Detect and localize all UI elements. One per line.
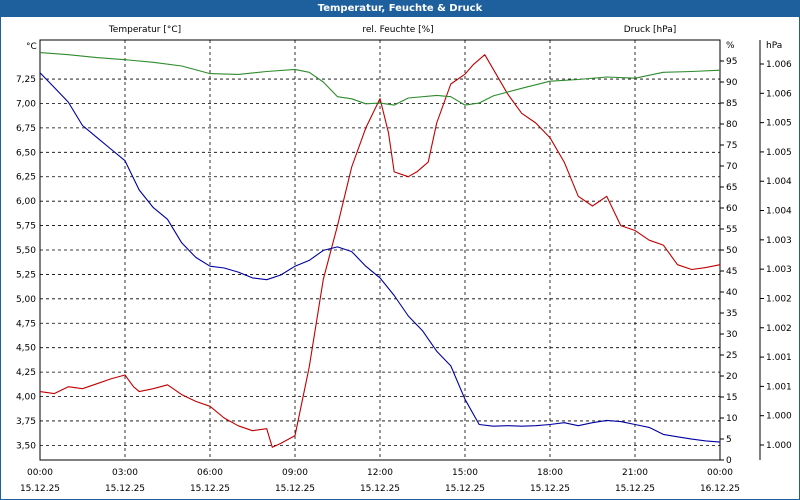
humidity-tick-label: 50	[726, 246, 738, 256]
humidity-tick-label: 10	[726, 414, 738, 424]
x-tick-date: 15.12.25	[360, 484, 400, 494]
pressure-tick-label: 1.005	[766, 119, 792, 129]
temperature-tick-label: 6,75	[16, 124, 36, 134]
x-tick-date: 15.12.25	[190, 484, 230, 494]
pressure-tick-label: 1.004	[766, 177, 792, 187]
pressure-tick-label: 1.005	[766, 148, 792, 158]
humidity-tick-label: 75	[726, 141, 737, 151]
humidity-tick-label: 90	[726, 78, 738, 88]
humidity-axis-title: rel. Feuchte [%]	[362, 25, 433, 35]
humidity-tick-label: 45	[726, 267, 737, 277]
humidity-tick-label: 5	[726, 435, 732, 445]
humidity-tick-label: 65	[726, 183, 737, 193]
series-lines	[39, 52, 721, 448]
temperature-unit-label: °C	[26, 42, 37, 52]
x-tick-time: 06:00	[197, 468, 223, 478]
humidity-tick-label: 95	[726, 57, 737, 67]
temperature-tick-label: 7,00	[16, 99, 36, 109]
pressure-tick-label: 1.003	[766, 265, 792, 275]
temperature-tick-label: 5,50	[16, 246, 36, 256]
humidity-tick-label: 0	[726, 456, 732, 466]
x-tick-date: 15.12.25	[105, 484, 145, 494]
temperature-tick-label: 5,25	[16, 270, 36, 280]
pressure-unit-label: hPa	[766, 41, 782, 51]
humidity-line	[39, 52, 721, 106]
x-tick-date: 15.12.25	[20, 484, 60, 494]
temperature-tick-label: 4,75	[16, 319, 36, 329]
humidity-tick-label: 60	[726, 204, 738, 214]
temperature-tick-label: 6,50	[16, 148, 36, 158]
plot-area-border	[39, 39, 721, 461]
tick-labels: 00:00 15.12.25 03:00 15.12.25 06:00 15.12.25 0…	[16, 25, 792, 494]
humidity-tick-label: 35	[726, 309, 737, 319]
x-tick-time: 00:00	[707, 468, 733, 478]
x-tick-date: 16.12.25	[700, 484, 740, 494]
humidity-unit-label: %	[726, 41, 735, 51]
x-tick-time: 15:00	[452, 468, 478, 478]
pressure-tick-label: 1.000	[766, 412, 792, 422]
humidity-tick-label: 85	[726, 99, 737, 109]
temperature-tick-label: 4,50	[16, 344, 36, 354]
x-tick-date: 15.12.25	[530, 484, 570, 494]
humidity-tick-label: 40	[726, 288, 738, 298]
temperature-axis-title: Temperatur [°C]	[108, 25, 181, 35]
temperature-line	[39, 54, 721, 448]
pressure-tick-label: 1.004	[766, 207, 792, 217]
humidity-tick-label: 80	[726, 120, 738, 130]
humidity-tick-label: 20	[726, 372, 738, 382]
x-tick-time: 09:00	[282, 468, 308, 478]
temperature-tick-label: 4,00	[16, 393, 36, 403]
x-tick-date: 15.12.25	[615, 484, 655, 494]
humidity-tick-label: 25	[726, 351, 737, 361]
pressure-line	[39, 72, 721, 443]
temperature-tick-label: 7,25	[16, 75, 36, 85]
pressure-tick-label: 1.002	[766, 324, 792, 334]
temperature-tick-label: 6,00	[16, 197, 36, 207]
humidity-tick-label: 15	[726, 393, 737, 403]
pressure-tick-label: 1.006	[766, 60, 792, 70]
pressure-tick-label: 1.000	[766, 441, 792, 451]
x-tick-time: 12:00	[367, 468, 393, 478]
humidity-tick-label: 30	[726, 330, 738, 340]
humidity-tick-label: 70	[726, 162, 738, 172]
pressure-axis-title: Druck [hPa]	[624, 25, 677, 35]
axes	[39, 39, 764, 461]
pressure-tick-label: 1.002	[766, 294, 792, 304]
x-tick-time: 18:00	[537, 468, 563, 478]
pressure-tick-label: 1.003	[766, 236, 792, 246]
temperature-tick-label: 3,75	[16, 417, 36, 427]
x-tick-time: 03:00	[112, 468, 138, 478]
x-tick-date: 15.12.25	[445, 484, 485, 494]
temperature-tick-label: 4,25	[16, 368, 36, 378]
humidity-tick-label: 55	[726, 225, 737, 235]
temperature-tick-label: 5,75	[16, 222, 36, 232]
temperature-tick-label: 6,25	[16, 173, 36, 183]
pressure-tick-label: 1.001	[766, 382, 792, 392]
pressure-tick-label: 1.006	[766, 89, 792, 99]
x-tick-time: 21:00	[622, 468, 648, 478]
x-tick-time: 00:00	[27, 468, 53, 478]
temperature-tick-label: 5,00	[16, 295, 36, 305]
x-tick-date: 15.12.25	[275, 484, 315, 494]
temperature-tick-label: 3,50	[16, 441, 36, 451]
chart-title: Temperatur, Feuchte & Druck	[0, 0, 800, 17]
pressure-tick-label: 1.001	[766, 353, 792, 363]
